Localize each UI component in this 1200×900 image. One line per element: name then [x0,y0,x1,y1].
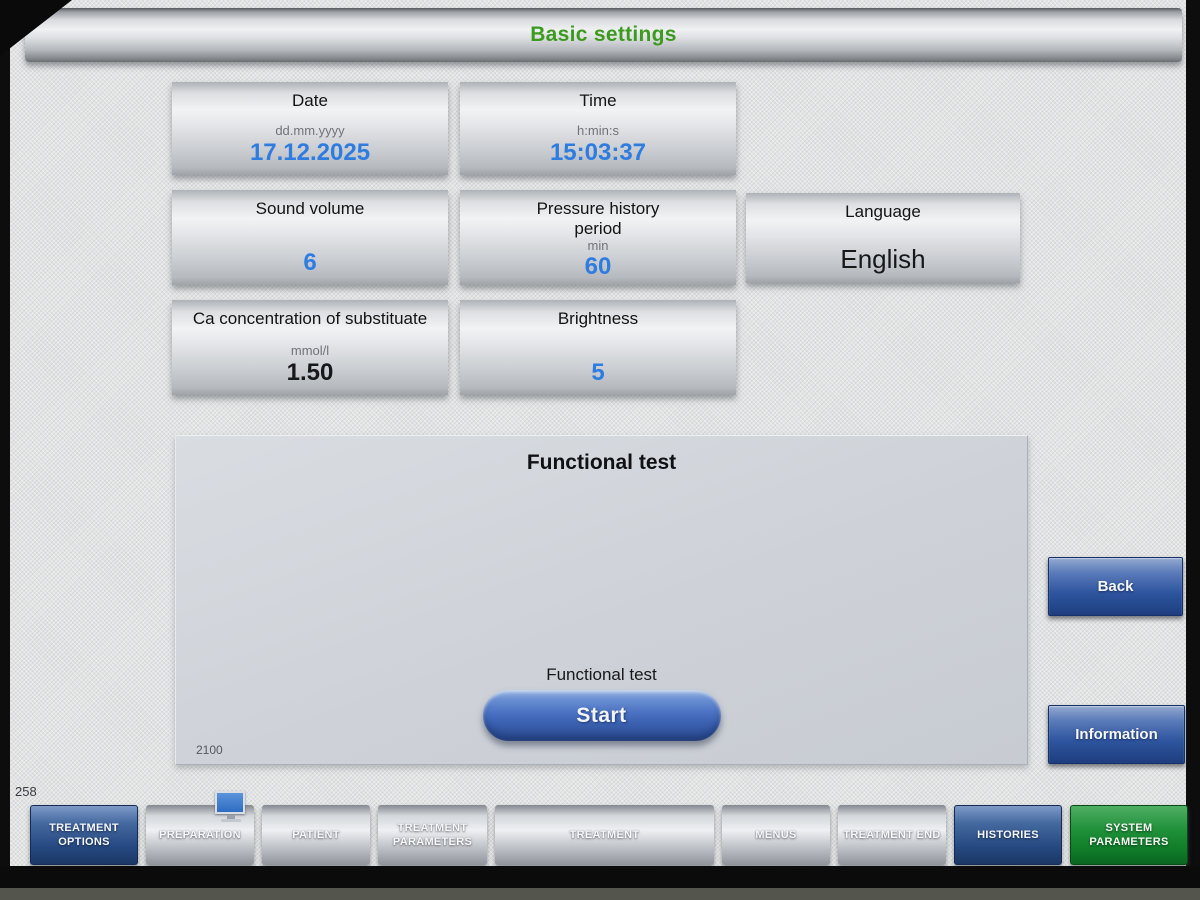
nav-treatment-parameters[interactable]: TREATMENT PARAMETERS [378,805,487,865]
information-button[interactable]: Information [1048,705,1185,764]
date-value: 17.12.2025 [249,138,371,166]
screen-number: 258 [15,784,37,799]
back-button[interactable]: Back [1048,557,1183,616]
brightness-value: 5 [591,358,605,386]
functional-test-panel: Functional test Functional test Start 21… [175,435,1028,765]
start-button[interactable]: Start [482,690,721,741]
nav-treatment-options[interactable]: TREATMENT OPTIONS [30,805,138,865]
nav-treatment[interactable]: TREATMENT [495,805,714,865]
bottom-nav: TREATMENT OPTIONS PREPARATION PATIENT TR… [30,791,1188,865]
back-button-label: Back [1097,578,1134,595]
nav-treatment-end[interactable]: TREATMENT END [838,805,946,865]
ca-concentration-value: 1.50 [286,358,334,386]
date-label: Date [292,91,328,110]
ca-concentration-unit: mmol/l [290,343,330,359]
language-value: English [840,244,926,275]
bezel-bottom [0,866,1200,888]
ca-concentration-label: Ca concentration of substituate [192,309,428,328]
sound-volume-value: 6 [303,248,317,276]
ca-concentration-panel[interactable]: Ca concentration of substituate mmol/l 1… [172,300,448,395]
title-bar: Basic settings [25,8,1182,62]
language-label: Language [845,202,921,221]
start-button-label: Start [576,703,627,727]
nav-preparation[interactable]: PREPARATION [146,791,254,865]
nav-menus[interactable]: MENUS [722,805,830,865]
time-value: 15:03:37 [549,138,647,166]
touchscreen: Basic settings Date dd.mm.yyyy 17.12.202… [10,0,1188,868]
time-panel[interactable]: Time h:min:s 15:03:37 [460,82,736,175]
time-label: Time [579,91,617,110]
pressure-history-panel[interactable]: Pressure history period min 60 [460,190,736,285]
date-unit: dd.mm.yyyy [275,123,345,139]
information-button-label: Information [1075,726,1158,743]
panel-code: 2100 [196,743,223,757]
functional-test-action-label: Functional test [546,665,657,684]
bezel-base [0,888,1200,900]
sound-volume-label: Sound volume [255,199,365,218]
sound-volume-panel[interactable]: Sound volume 6 [172,190,448,285]
nav-patient[interactable]: PATIENT [262,805,370,865]
pressure-history-unit: min [587,238,609,254]
date-panel[interactable]: Date dd.mm.yyyy 17.12.2025 [172,82,448,175]
page-title: Basic settings [530,23,677,46]
pressure-history-value: 60 [584,253,612,281]
language-panel[interactable]: Language English [746,193,1020,283]
time-unit: h:min:s [577,123,619,139]
brightness-panel[interactable]: Brightness 5 [460,300,736,395]
nav-histories[interactable]: HISTORIES [954,805,1062,865]
monitor-icon [213,791,249,827]
pressure-history-label: Pressure history period [536,199,660,239]
functional-test-heading: Functional test [526,451,677,474]
nav-system-parameters[interactable]: SYSTEM PARAMETERS [1070,805,1188,865]
brightness-label: Brightness [557,309,639,328]
